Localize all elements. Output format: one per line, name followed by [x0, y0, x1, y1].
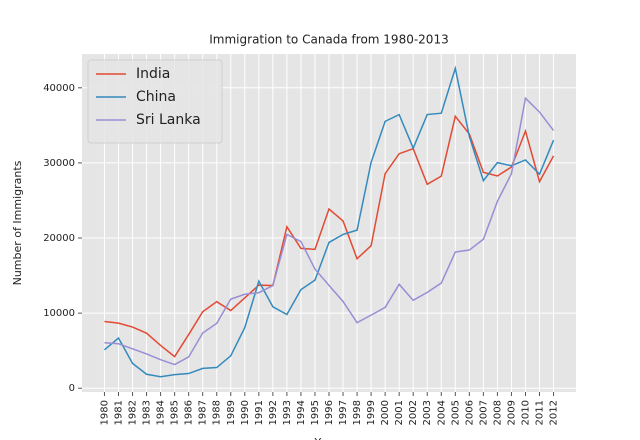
x-tick-label: 2002: [408, 400, 419, 425]
x-tick-label: 1991: [254, 400, 265, 425]
x-tick-label: 2007: [478, 400, 489, 425]
y-tick-label: 10000: [43, 308, 75, 319]
x-axis-label: Years: [313, 436, 343, 440]
chart-title: Immigration to Canada from 1980-2013: [209, 33, 448, 47]
y-tick-label: 20000: [43, 233, 75, 244]
x-tick-label: 2010: [520, 400, 531, 425]
series-line: [103, 65, 555, 378]
x-tick-label: 1986: [184, 400, 195, 425]
legend-label: Sri Lanka: [136, 112, 201, 128]
x-tick-label: 1994: [296, 400, 307, 425]
series-line: [104, 114, 555, 358]
x-tick-label: 1995: [310, 400, 321, 425]
x-tick-label: 2004: [436, 400, 447, 425]
x-tick-label: 2008: [492, 400, 503, 425]
x-tick-label: 1983: [142, 400, 153, 425]
x-tick-label: 2006: [464, 400, 475, 425]
x-tick-label: 1989: [226, 400, 237, 425]
x-tick-label: 1997: [338, 400, 349, 425]
legend-box: [87, 59, 223, 144]
x-tick-label: 2011: [535, 400, 546, 425]
x-tick-label: 1999: [366, 400, 377, 425]
x-tick-label: 1987: [198, 400, 209, 425]
x-tick-label: 1988: [212, 400, 223, 425]
legend-label: India: [136, 66, 170, 82]
x-tick-label: 1990: [240, 400, 251, 425]
x-tick-label: 1992: [268, 400, 279, 425]
series-line: [104, 96, 555, 366]
x-tick-label: 1985: [170, 400, 181, 425]
x-tick-label: 1981: [113, 400, 124, 425]
x-tick-label: 2005: [450, 400, 461, 425]
x-tick-label: 2012: [549, 400, 560, 425]
x-tick-label: 2000: [380, 400, 391, 425]
x-tick-label: 1998: [352, 400, 363, 425]
x-tick-label: 2009: [506, 400, 517, 425]
x-tick-label: 1984: [156, 400, 167, 425]
legend-label: China: [136, 89, 176, 105]
x-tick-label: 1980: [99, 400, 110, 425]
y-tick-label: 0: [69, 383, 75, 394]
x-tick-label: 1996: [324, 400, 335, 425]
x-tick-label: 2001: [394, 400, 405, 425]
x-tick-label: 2003: [422, 400, 433, 425]
x-tick-label: 1982: [128, 400, 139, 425]
x-tick-label: 1993: [282, 400, 293, 425]
y-tick-label: 40000: [43, 83, 75, 94]
y-tick-label: 30000: [43, 158, 75, 169]
y-axis-label: Number of Immigrants: [11, 160, 24, 285]
